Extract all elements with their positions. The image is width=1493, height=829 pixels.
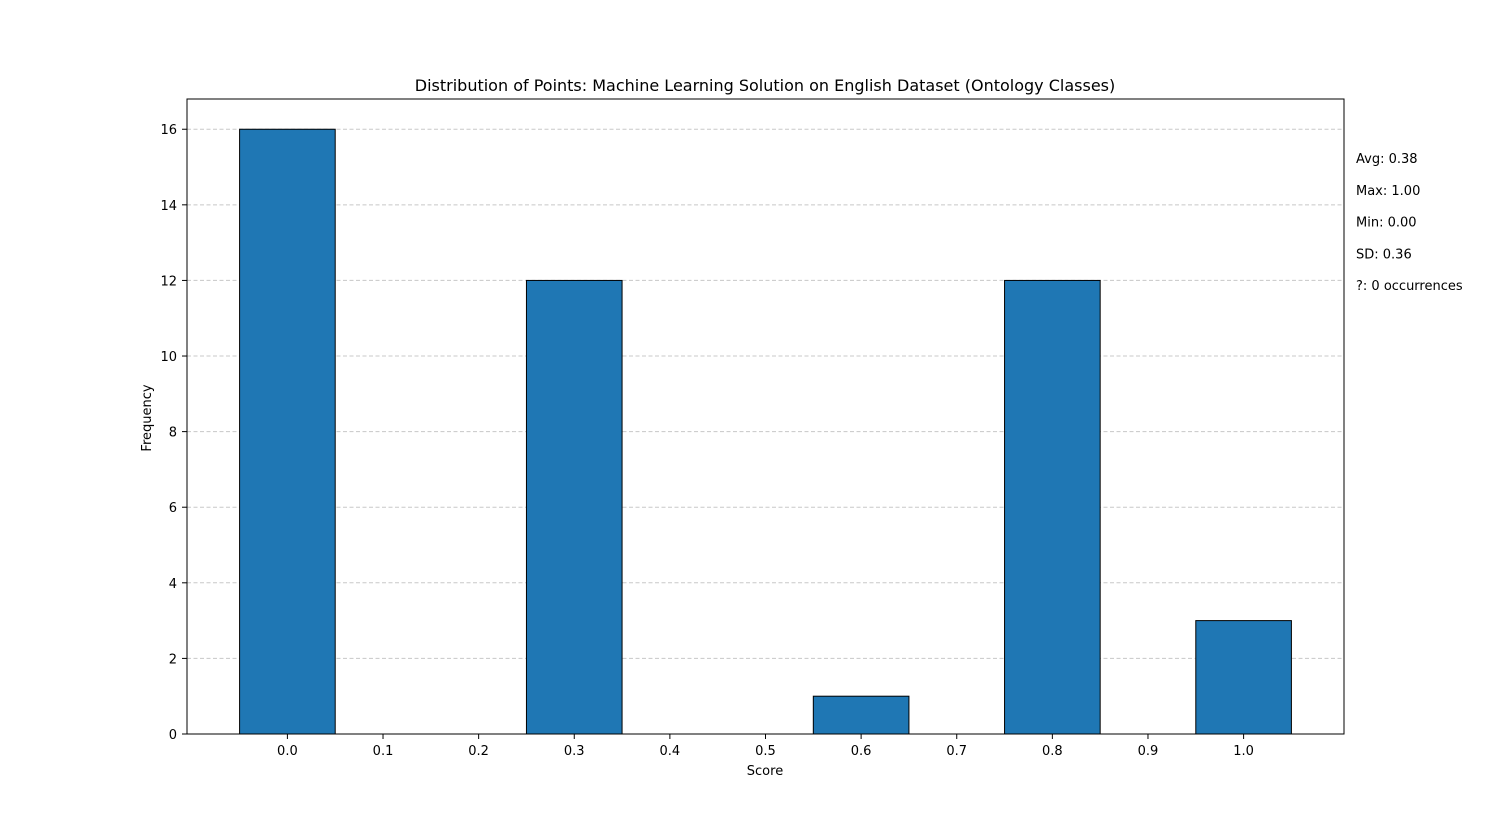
bar bbox=[1195, 620, 1292, 735]
stat-text: ?: 0 occurrences bbox=[1356, 279, 1463, 294]
y-tick-label: 14 bbox=[160, 199, 177, 214]
x-tick-label: 0.7 bbox=[946, 744, 967, 759]
stat-text: Avg: 0.38 bbox=[1356, 152, 1418, 167]
x-tick-label: 0.9 bbox=[1138, 744, 1159, 759]
bar bbox=[525, 279, 623, 735]
x-tick-label: 0.4 bbox=[660, 744, 681, 759]
summary-stats: Avg: 0.38 Max: 1.00 Min: 0.00 SD: 0.36 ?: 0 … bbox=[1356, 152, 1463, 294]
x-tick-label: 0.2 bbox=[468, 744, 489, 759]
grid-lines bbox=[187, 128, 1344, 659]
bar bbox=[239, 128, 336, 735]
bar bbox=[812, 695, 910, 735]
stat-text: SD: 0.36 bbox=[1356, 247, 1412, 262]
x-axis-label: Score bbox=[747, 764, 783, 779]
x-tick-label: 0.0 bbox=[277, 744, 298, 759]
x-tick-label: 0.6 bbox=[851, 744, 872, 759]
bar bbox=[1004, 279, 1101, 735]
y-tick-label: 4 bbox=[169, 577, 177, 592]
y-axis-ticks: 0 2 4 6 8 10 12 14 16 bbox=[160, 123, 187, 743]
plot-frame bbox=[186, 98, 1345, 735]
x-tick-label: 0.3 bbox=[564, 744, 585, 759]
y-tick-label: 6 bbox=[169, 501, 177, 516]
x-tick-label: 1.0 bbox=[1233, 744, 1254, 759]
bars bbox=[239, 128, 1292, 735]
y-tick-label: 8 bbox=[169, 426, 177, 441]
x-tick-label: 0.8 bbox=[1042, 744, 1063, 759]
stat-text: Min: 0.00 bbox=[1356, 216, 1417, 231]
y-tick-label: 0 bbox=[169, 728, 177, 743]
y-tick-label: 2 bbox=[169, 652, 177, 667]
y-tick-label: 16 bbox=[160, 123, 177, 138]
chart-title: Distribution of Points: Machine Learning… bbox=[415, 76, 1115, 95]
x-axis-ticks: 0.0 0.1 0.2 0.3 0.4 0.5 0.6 0.7 0.8 0.9 1.0 bbox=[277, 734, 1254, 759]
stat-text: Max: 1.00 bbox=[1356, 184, 1420, 199]
y-tick-label: 12 bbox=[160, 274, 177, 289]
y-axis-label: Frequency bbox=[140, 384, 155, 451]
y-tick-label: 10 bbox=[160, 350, 177, 365]
x-tick-label: 0.5 bbox=[755, 744, 776, 759]
x-tick-label: 0.1 bbox=[373, 744, 394, 759]
